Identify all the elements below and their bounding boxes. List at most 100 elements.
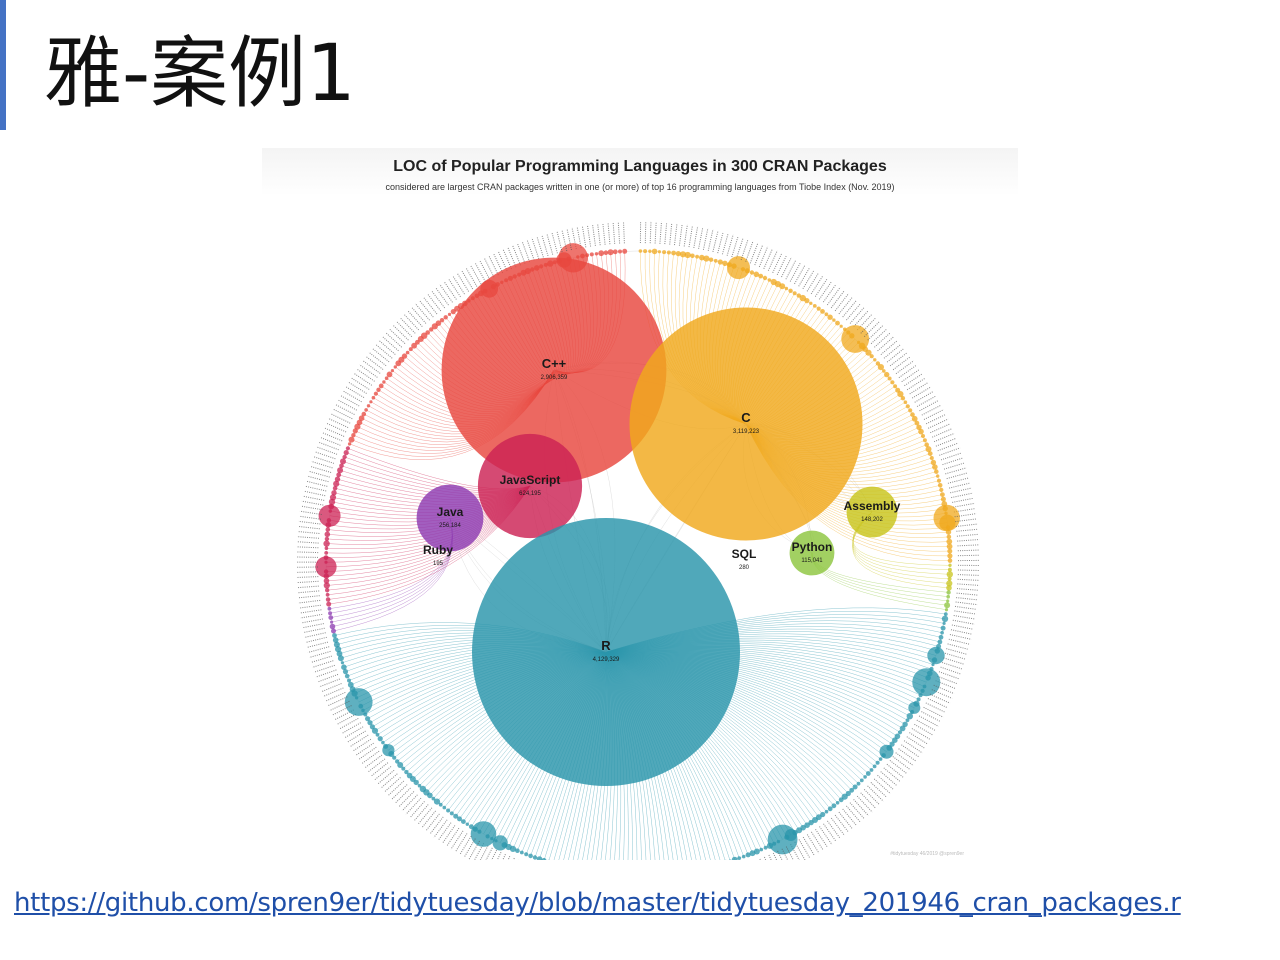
package-node — [727, 256, 750, 280]
package-label-mark — [819, 826, 833, 845]
package-label-mark — [531, 237, 540, 259]
package-node — [902, 721, 908, 727]
package-label-mark — [669, 222, 673, 245]
package-label-mark — [898, 748, 917, 762]
package-label-mark — [362, 359, 381, 374]
package-node — [395, 360, 402, 367]
package-node — [690, 253, 695, 259]
package-label-mark — [674, 223, 678, 246]
package-node — [940, 630, 944, 635]
package-label-mark — [955, 523, 978, 527]
package-node — [369, 724, 375, 730]
package-label-mark — [870, 782, 888, 798]
package-node — [337, 655, 344, 662]
package-node — [431, 796, 436, 801]
package-label-mark — [321, 683, 342, 693]
package-node — [449, 811, 454, 816]
package-node — [927, 646, 945, 665]
package-label-mark — [350, 377, 370, 390]
package-label-mark — [380, 773, 398, 789]
package-node — [763, 845, 768, 850]
package-label-mark — [823, 823, 837, 842]
package-node — [911, 415, 918, 422]
package-node — [371, 395, 376, 400]
package-node — [324, 531, 331, 538]
package-node — [323, 578, 330, 584]
package-node — [519, 850, 524, 855]
package-node — [899, 725, 906, 732]
package-label-mark — [566, 228, 572, 251]
package-label-mark — [898, 364, 918, 379]
package-node — [875, 361, 881, 366]
package-node — [796, 827, 803, 834]
package-label-mark — [810, 275, 824, 295]
package-node — [515, 848, 520, 853]
package-node — [419, 785, 427, 793]
source-link[interactable]: https://github.com/spren9er/tidytuesday/… — [14, 888, 1181, 918]
package-label-mark — [735, 237, 744, 259]
package-label-mark — [702, 228, 709, 250]
package-label-mark — [319, 436, 341, 446]
package-label-mark — [935, 680, 957, 690]
package-node — [930, 459, 937, 466]
package-node — [375, 732, 380, 737]
package-node — [340, 661, 344, 665]
package-node — [910, 412, 915, 417]
package-label-mark — [937, 675, 959, 685]
package-label-mark — [945, 467, 967, 475]
package-node — [947, 548, 953, 554]
package-node — [618, 249, 622, 254]
package-node — [832, 318, 836, 322]
package-node — [325, 527, 331, 532]
package-label-mark — [330, 413, 351, 424]
package-node — [361, 411, 367, 417]
package-label-mark — [925, 702, 946, 713]
package-node — [470, 821, 497, 847]
package-label-mark — [305, 636, 327, 643]
package-label-mark — [952, 497, 974, 503]
package-label-mark — [745, 240, 754, 262]
package-node — [454, 305, 461, 312]
package-node — [745, 852, 751, 858]
package-node — [622, 248, 628, 254]
package-node — [749, 850, 756, 857]
package-node — [328, 615, 334, 620]
package-label-mark — [822, 283, 837, 303]
package-label-mark — [846, 805, 862, 823]
package-label-mark — [321, 432, 343, 442]
package-label-mark — [385, 332, 403, 348]
package-node — [939, 514, 956, 531]
package-label-mark — [296, 546, 319, 549]
package-node — [603, 250, 609, 255]
title-accent-bar — [0, 0, 6, 130]
package-label-mark — [341, 722, 361, 735]
package-label-mark — [304, 632, 326, 638]
package-node — [925, 446, 932, 453]
package-label-mark — [302, 495, 325, 501]
package-node — [717, 259, 723, 265]
package-label-mark — [740, 239, 749, 261]
package-node — [820, 811, 826, 818]
package-label-mark — [425, 813, 440, 832]
package-node — [461, 819, 466, 824]
package-label-mark — [818, 280, 833, 300]
package-label-mark — [312, 456, 335, 464]
package-node — [890, 380, 895, 385]
package-label-mark — [802, 836, 816, 857]
package-label-mark — [954, 610, 977, 615]
package-label-mark — [873, 778, 891, 795]
package-label-mark — [309, 465, 332, 473]
package-node — [835, 801, 840, 805]
package-node — [882, 369, 886, 373]
package-label-mark — [933, 432, 955, 443]
package-node — [472, 826, 478, 832]
package-label-mark — [798, 267, 811, 287]
package-node — [315, 556, 337, 578]
package-node — [326, 601, 332, 607]
package-label-mark — [556, 230, 563, 253]
package-label-mark — [381, 335, 399, 352]
package-label-mark — [942, 457, 964, 466]
package-label-mark — [310, 655, 332, 663]
package-label-mark — [368, 351, 387, 367]
package-node — [348, 436, 355, 443]
